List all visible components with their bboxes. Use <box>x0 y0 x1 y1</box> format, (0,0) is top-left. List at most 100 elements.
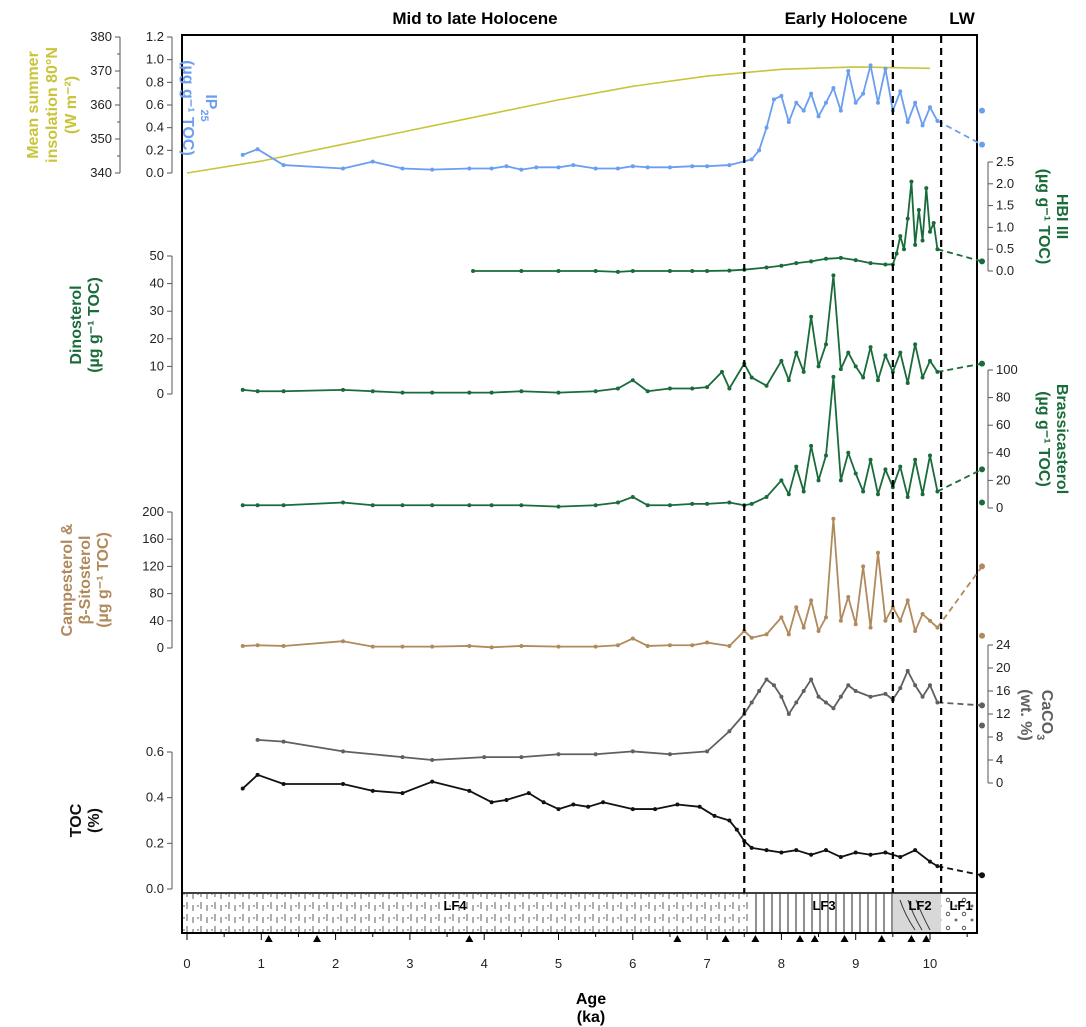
data-point <box>883 262 888 267</box>
extension-line <box>937 865 983 877</box>
extension-line <box>937 701 983 707</box>
data-point <box>690 386 695 391</box>
data-point <box>924 186 929 191</box>
data-point <box>786 712 791 716</box>
boundary-lines <box>743 36 943 893</box>
extension-point <box>979 141 986 148</box>
data-point <box>905 668 910 673</box>
data-point <box>853 258 858 263</box>
x-tick-label: 2 <box>332 956 339 971</box>
data-point <box>823 100 828 105</box>
y-tick-label: 340 <box>90 165 112 180</box>
y-label-brassicasterol: Brassicasterol(µg g⁻¹ TOC) <box>1035 384 1070 494</box>
data-point <box>653 807 658 812</box>
data-point <box>240 387 245 392</box>
data-point <box>489 645 494 650</box>
y-tick-label: 4 <box>996 752 1003 767</box>
data-point <box>928 105 932 110</box>
data-point <box>734 827 739 832</box>
data-point <box>255 643 260 648</box>
data-point <box>853 622 858 627</box>
data-point <box>645 643 650 648</box>
data-point <box>667 752 672 757</box>
y-tick-label: 120 <box>142 558 164 573</box>
data-point <box>586 804 591 809</box>
data-point <box>846 350 851 355</box>
data-point <box>690 501 695 506</box>
data-point <box>809 259 814 264</box>
data-point <box>749 845 754 850</box>
x-tick-label: 7 <box>703 956 710 971</box>
data-point <box>727 729 732 734</box>
data-point <box>816 364 821 369</box>
data-point <box>816 114 821 119</box>
data-point <box>489 800 494 805</box>
data-point <box>556 390 561 395</box>
data-point <box>920 612 925 616</box>
data-point <box>504 797 509 802</box>
data-point <box>771 683 776 688</box>
data-point <box>482 755 487 760</box>
y-tick-label: 360 <box>90 97 112 112</box>
data-point <box>341 749 346 754</box>
data-point <box>868 625 873 630</box>
period-label-lw: LW <box>949 9 975 28</box>
data-point <box>615 643 620 648</box>
data-point <box>489 390 494 395</box>
data-point <box>519 389 524 394</box>
data-point <box>898 234 903 239</box>
data-point <box>779 93 784 98</box>
data-point <box>255 737 260 742</box>
data-point <box>593 389 598 394</box>
lf3-block <box>749 894 893 932</box>
y-tick-label: 100 <box>996 362 1018 377</box>
data-point <box>430 779 435 784</box>
sample-markers <box>264 935 931 942</box>
data-point <box>255 503 260 508</box>
data-point <box>838 618 843 623</box>
data-point <box>883 850 888 855</box>
data-point <box>519 503 524 508</box>
data-point <box>868 694 873 699</box>
y-label-dinosterol: Dinosterol(µg g⁻¹ TOC) <box>68 277 103 373</box>
y-tick-label: 1.0 <box>996 219 1014 234</box>
lf-label-2: LF2 <box>908 898 931 913</box>
data-point <box>913 100 918 105</box>
x-tick-label: 8 <box>778 956 785 971</box>
data-point <box>838 694 843 699</box>
data-point <box>816 478 821 483</box>
data-point <box>920 492 925 497</box>
y-tick-label: 80 <box>150 586 164 601</box>
extension-point <box>979 632 986 639</box>
y-tick-label: 0.0 <box>996 263 1014 278</box>
data-point <box>556 269 561 273</box>
data-point <box>920 238 925 243</box>
data-point <box>868 457 873 462</box>
data-point <box>853 100 858 105</box>
sample-triangle <box>922 935 931 942</box>
data-point <box>757 689 762 693</box>
data-point <box>875 492 880 497</box>
data-point <box>898 855 903 860</box>
data-point <box>489 503 494 508</box>
extension-line <box>937 362 983 373</box>
data-point <box>749 501 754 506</box>
data-point <box>801 369 806 374</box>
data-point <box>786 120 791 124</box>
data-point <box>809 443 814 448</box>
y-tick-label: 0.6 <box>146 97 164 112</box>
data-point <box>846 69 851 73</box>
data-point <box>667 643 672 648</box>
data-point <box>913 683 918 688</box>
data-point <box>846 683 851 688</box>
data-point <box>281 643 286 648</box>
data-point <box>838 478 843 483</box>
y-tick-label: 1.0 <box>146 52 164 67</box>
data-point <box>281 739 286 744</box>
data-point <box>690 164 695 169</box>
data-point <box>831 516 836 521</box>
data-point <box>630 378 635 383</box>
data-point <box>838 855 843 860</box>
lf4-block <box>183 894 749 932</box>
data-point <box>571 802 576 807</box>
